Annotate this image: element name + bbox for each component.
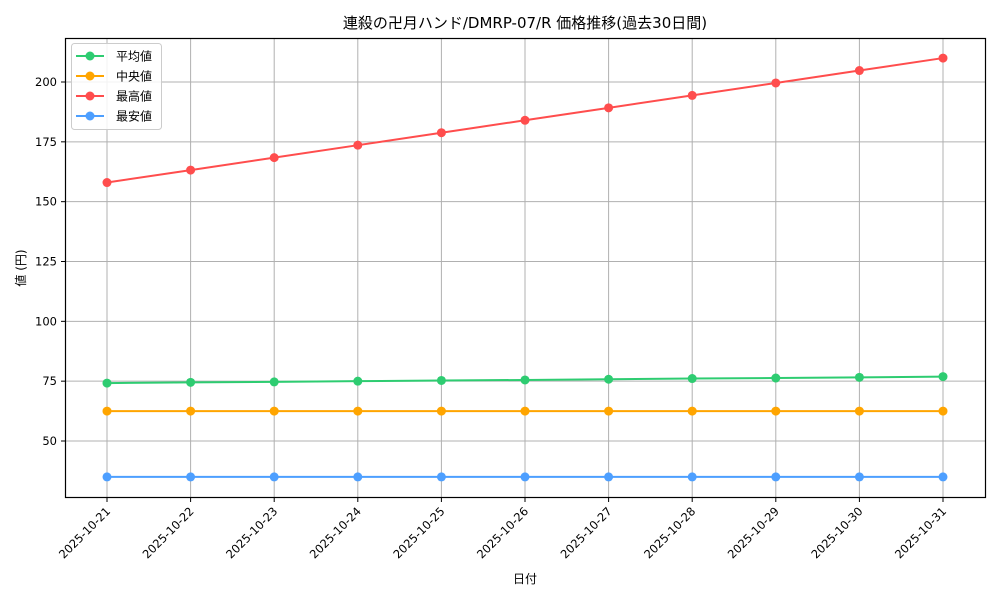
series-0 <box>102 372 948 388</box>
data-point <box>269 377 279 387</box>
data-point <box>186 406 196 416</box>
data-point <box>520 406 530 416</box>
data-point <box>269 153 279 163</box>
x-tick-label: 2025-10-28 <box>641 504 698 561</box>
legend-swatch-marker <box>85 71 95 81</box>
x-tick-label: 2025-10-27 <box>558 504 615 561</box>
data-point <box>102 378 112 388</box>
x-tick-label: 2025-10-21 <box>56 504 113 561</box>
data-point <box>186 165 196 175</box>
legend-label: 中央値 <box>116 69 152 84</box>
data-point <box>102 472 112 482</box>
plot-frame <box>64 37 987 499</box>
data-point <box>771 406 781 416</box>
data-point <box>353 472 363 482</box>
series-3 <box>102 472 948 482</box>
y-axis-ticks: 50 75 100 125 150 175 200 <box>35 75 65 448</box>
data-point <box>771 373 781 383</box>
y-tick-label: 75 <box>42 374 57 388</box>
data-point <box>604 406 614 416</box>
data-series <box>102 53 948 482</box>
series-2 <box>102 53 948 188</box>
data-point <box>938 372 948 382</box>
data-point <box>604 103 614 113</box>
data-point <box>353 406 363 416</box>
data-point <box>102 178 112 188</box>
x-tick-label: 2025-10-30 <box>808 504 865 561</box>
data-point <box>604 472 614 482</box>
data-point <box>854 372 864 382</box>
x-tick-label: 2025-10-25 <box>390 504 447 561</box>
legend-box <box>71 43 162 130</box>
data-point <box>520 375 530 385</box>
data-point <box>269 406 279 416</box>
data-point <box>938 406 948 416</box>
data-point <box>186 472 196 482</box>
x-tick-label: 2025-10-31 <box>892 504 949 561</box>
x-axis-label: 日付 <box>513 572 537 586</box>
data-point <box>938 53 948 63</box>
legend-swatch-marker <box>85 111 95 121</box>
data-point <box>938 472 948 482</box>
data-point <box>771 472 781 482</box>
legend-label: 平均値 <box>116 49 152 64</box>
data-point <box>520 115 530 125</box>
chart-title: 連殺の卍月ハンド/DMRP-07/R 価格推移(過去30日間) <box>343 14 707 32</box>
y-tick-label: 100 <box>35 314 57 328</box>
legend-swatch-marker <box>85 51 95 61</box>
y-tick-label: 125 <box>35 255 57 269</box>
y-axis-label: 値 (円) <box>13 249 28 286</box>
data-point <box>854 406 864 416</box>
y-tick-label: 200 <box>35 75 57 89</box>
data-point <box>687 374 697 384</box>
data-point <box>854 66 864 76</box>
data-point <box>771 78 781 88</box>
data-point <box>102 406 112 416</box>
x-tick-label: 2025-10-24 <box>307 504 364 561</box>
data-point <box>520 472 530 482</box>
y-tick-label: 50 <box>42 434 57 448</box>
x-tick-label: 2025-10-23 <box>223 504 280 561</box>
grid-lines <box>66 39 985 497</box>
x-axis-ticks: 2025-10-21 2025-10-22 2025-10-23 2025-10-24… <box>56 498 949 561</box>
series-1 <box>102 406 948 416</box>
data-point <box>436 472 446 482</box>
data-point <box>353 140 363 150</box>
data-point <box>353 376 363 386</box>
data-point <box>436 406 446 416</box>
x-tick-label: 2025-10-26 <box>474 504 531 561</box>
data-point <box>687 90 697 100</box>
y-tick-label: 150 <box>35 195 57 209</box>
data-point <box>687 406 697 416</box>
data-point <box>436 375 446 385</box>
x-tick-label: 2025-10-29 <box>725 504 782 561</box>
y-tick-label: 175 <box>35 135 57 149</box>
data-point <box>854 472 864 482</box>
legend-label: 最高値 <box>116 89 152 104</box>
data-point <box>604 374 614 384</box>
data-point <box>436 128 446 138</box>
x-tick-label: 2025-10-22 <box>140 504 197 561</box>
data-point <box>687 472 697 482</box>
legend-swatch-marker <box>85 91 95 101</box>
data-point <box>269 472 279 482</box>
legend-label: 最安値 <box>116 109 152 124</box>
data-point <box>186 377 196 387</box>
